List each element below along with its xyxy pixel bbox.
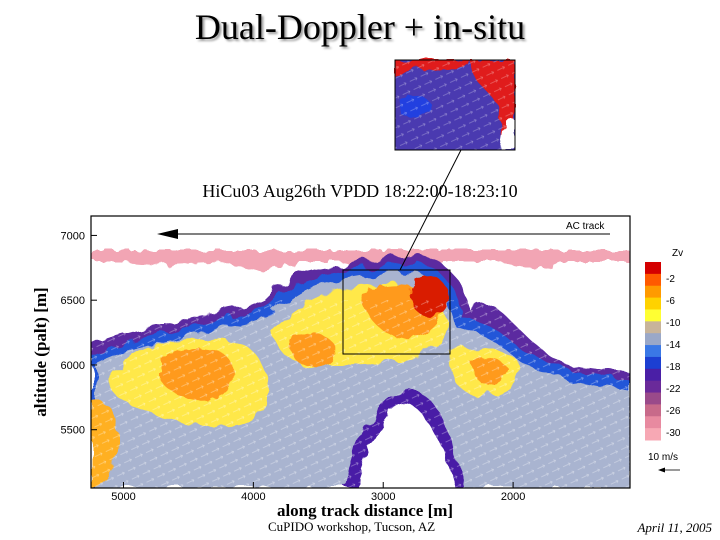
x-tick-label: 2000 <box>501 491 525 503</box>
colorbar-tick-label: -14 <box>666 340 681 351</box>
colorbar-swatch <box>645 345 661 358</box>
colorbar-tick-label: -22 <box>666 384 681 395</box>
colorbar-tick-label: -30 <box>666 428 681 439</box>
colorbar-swatch <box>645 428 661 441</box>
colorbar-tick-label: -6 <box>666 296 675 307</box>
colorbar: Zv -2 -6 -10 -14 -18 -22 -26 -30 <box>645 248 683 441</box>
y-axis-label: altitude (palt) [m] <box>31 287 50 416</box>
colorbar-swatch <box>645 380 661 394</box>
colorbar-tick-label: -18 <box>666 362 681 373</box>
colorbar-tick-label: -2 <box>666 274 675 285</box>
footer-right: April 11, 2005 <box>637 520 712 535</box>
y-tick-label: 5500 <box>61 425 85 437</box>
chart-title: HiCu03 Aug26th VPDD 18:22:00-18:23:10 <box>202 181 518 201</box>
colorbar-tick-label: -26 <box>666 406 681 417</box>
y-axis: 7000 6500 6000 5500 <box>61 230 97 437</box>
zoom-inset <box>394 59 516 151</box>
ac-track-label: AC track <box>566 221 605 232</box>
colorbar-swatch <box>645 321 661 334</box>
x-axis: 5000 4000 3000 2000 <box>111 482 525 503</box>
colorbar-tick-label: -10 <box>666 318 681 329</box>
x-tick-label: 3000 <box>371 491 395 503</box>
slide-title: Dual-Doppler + in-situ <box>194 7 526 47</box>
colorbar-swatch <box>645 333 661 346</box>
colorbar-swatch <box>645 392 661 405</box>
y-tick-label: 6500 <box>61 295 85 307</box>
colorbar-swatch <box>645 416 661 429</box>
colorbar-swatch <box>645 285 661 299</box>
colorbar-swatch <box>645 404 661 417</box>
x-tick-label: 4000 <box>241 491 265 503</box>
footer-left: CuPIDO workshop, Tucson, AZ <box>268 519 436 534</box>
vector-scale: 10 m/s <box>648 452 680 473</box>
y-tick-label: 6000 <box>61 360 85 372</box>
zoom-box <box>342 269 451 355</box>
zoom-connector <box>399 147 463 271</box>
colorbar-swatch <box>645 368 661 382</box>
colorbar-swatch <box>645 297 661 310</box>
y-tick-label: 7000 <box>61 230 85 242</box>
colorbar-label: Zv <box>672 248 683 259</box>
plot-frame <box>90 215 631 489</box>
colorbar-swatch <box>645 309 661 322</box>
reflectivity-field <box>91 250 630 488</box>
ac-track: AC track <box>157 221 610 239</box>
vector-scale-label: 10 m/s <box>648 452 678 463</box>
colorbar-swatch <box>645 356 661 370</box>
x-tick-label: 5000 <box>111 491 135 503</box>
colorbar-swatch <box>645 273 661 287</box>
x-axis-label: along track distance [m] <box>277 501 453 520</box>
colorbar-swatch <box>645 262 661 275</box>
